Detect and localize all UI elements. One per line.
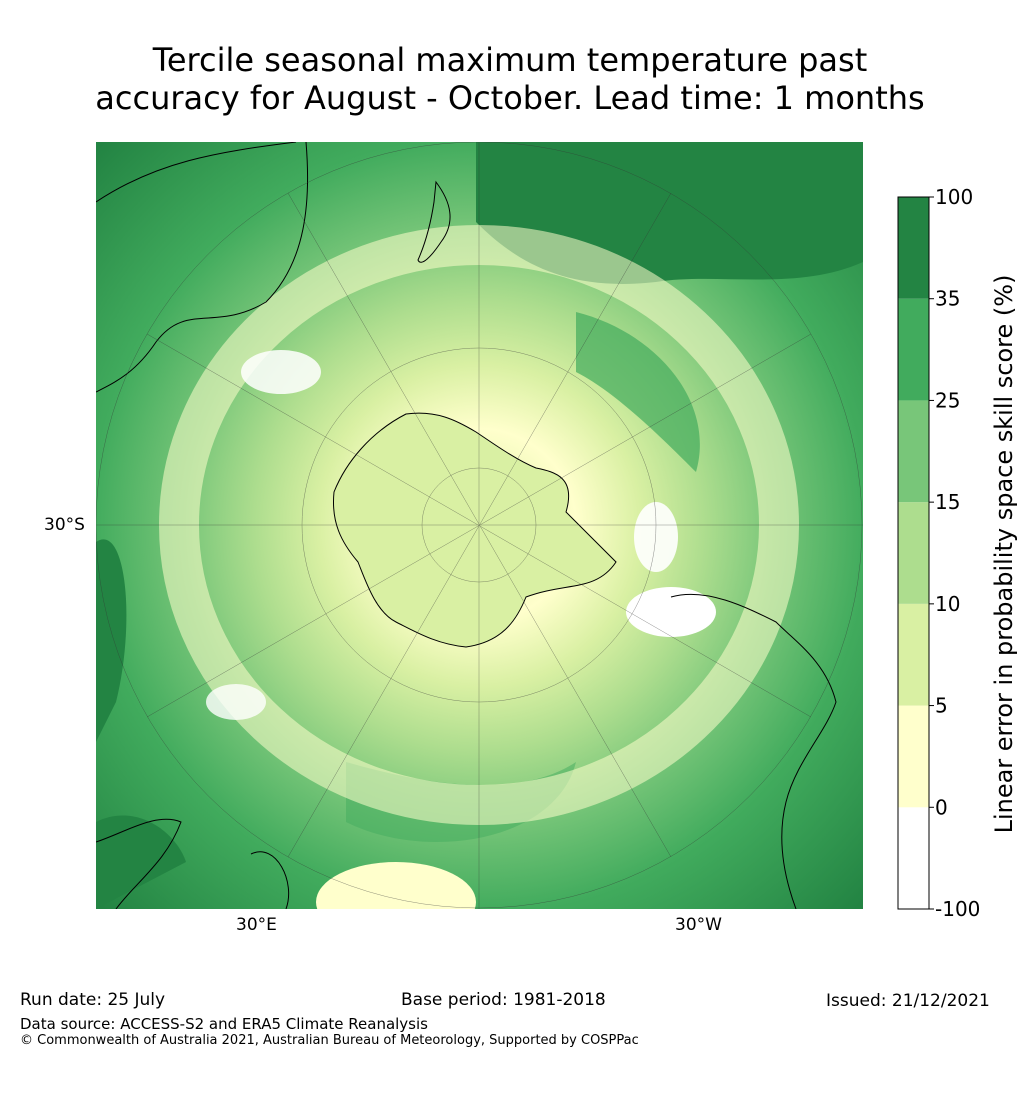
longitude-label-west: 30°W xyxy=(675,915,722,935)
colorbar-segment xyxy=(898,298,929,401)
colorbar-tick-label: 35 xyxy=(935,287,960,311)
colorbar-segments xyxy=(898,197,929,909)
base-period: Base period: 1981-2018 xyxy=(401,990,606,1010)
chart-title-line2: accuracy for August - October. Lead time… xyxy=(95,79,925,117)
colorbar-tick-label: 10 xyxy=(935,592,960,616)
colorbar-tick-label: -100 xyxy=(935,897,980,921)
skill-region-mid xyxy=(576,312,700,472)
skill-blob-white-3 xyxy=(634,502,678,572)
issued-date: Issued: 21/12/2021 xyxy=(826,991,990,1011)
skill-blob-white-1 xyxy=(626,587,716,637)
chart-title-line1: Tercile seasonal maximum temperature pas… xyxy=(152,41,868,79)
skill-region-high-east xyxy=(96,539,127,742)
antarctica-coastline xyxy=(332,412,617,648)
colorbar-ticks: -100 0 5 10 15 25 35 100 xyxy=(929,185,980,921)
colorbar: -100 0 5 10 15 25 35 100 Linear error in probab… xyxy=(897,185,1018,921)
skill-blob-white-2 xyxy=(241,350,321,394)
colorbar-segment xyxy=(898,197,929,299)
colorbar-tick-label: 25 xyxy=(935,388,960,412)
south-america-coastline xyxy=(670,593,837,909)
colorbar-tick-label: 5 xyxy=(935,694,948,718)
colorbar-label: Linear error in probability space skill … xyxy=(990,275,1018,834)
australia-coastline xyxy=(96,142,309,393)
colorbar-segment xyxy=(898,400,929,503)
copyright: © Commonwealth of Australia 2021, Austra… xyxy=(20,1033,639,1048)
colorbar-tick-label: 0 xyxy=(935,795,948,819)
graticule xyxy=(96,142,863,909)
skill-blob-lowcream xyxy=(316,862,476,909)
data-source: Data source: ACCESS-S2 and ERA5 Climate … xyxy=(20,1015,428,1033)
colorbar-segment xyxy=(898,603,929,706)
skill-region-high-sw xyxy=(96,815,186,909)
run-date: Run date: 25 July xyxy=(20,990,166,1010)
colorbar-tick-label: 15 xyxy=(935,490,960,514)
colorbar-segment xyxy=(898,502,929,604)
latitude-label: 30°S xyxy=(44,515,85,535)
polar-skill-map xyxy=(96,142,863,909)
africa-coastline xyxy=(96,818,182,909)
madagascar-coastline xyxy=(250,851,290,909)
colorbar-tick-label: 100 xyxy=(935,185,973,209)
new-zealand-coastline xyxy=(417,180,451,263)
colorbar-outline xyxy=(897,196,930,910)
longitude-label-east: 30°E xyxy=(236,915,277,935)
colorbar-segment xyxy=(898,807,929,909)
colorbar-segment xyxy=(898,705,929,808)
skill-blob-white-4 xyxy=(206,684,266,720)
